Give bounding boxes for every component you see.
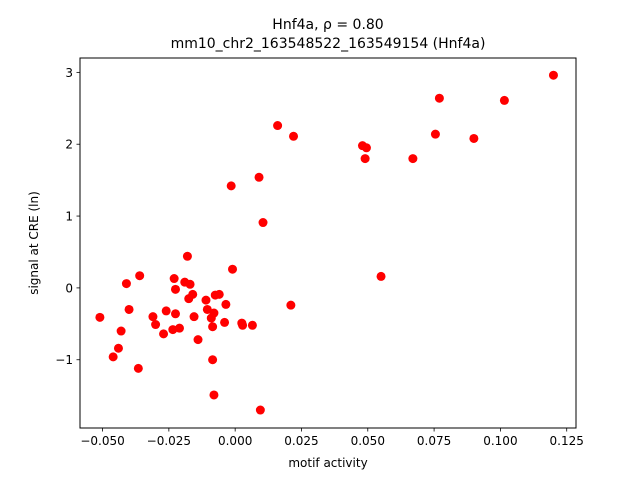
y-tick-label: 2 xyxy=(65,138,73,152)
data-point xyxy=(209,308,219,318)
chart-title-line1: Hnf4a, ρ = 0.80 xyxy=(272,17,383,33)
data-point xyxy=(255,405,265,415)
x-tick-label: 0.000 xyxy=(218,434,252,448)
data-point xyxy=(209,390,219,400)
data-point xyxy=(185,279,195,289)
data-point xyxy=(113,343,123,353)
data-point xyxy=(169,274,179,284)
data-point xyxy=(202,304,212,314)
y-tick-label: 3 xyxy=(65,66,73,80)
data-point xyxy=(201,295,211,305)
data-point xyxy=(499,95,509,105)
data-point xyxy=(408,154,418,164)
y-tick-label: 0 xyxy=(65,281,73,295)
data-point xyxy=(208,322,218,332)
data-point xyxy=(208,355,218,365)
data-point xyxy=(148,312,158,322)
plot-frame xyxy=(79,57,577,429)
data-point xyxy=(121,279,131,289)
y-tick-label: −1 xyxy=(55,353,73,367)
data-point xyxy=(221,299,231,309)
data-point xyxy=(159,329,169,339)
data-point xyxy=(430,129,440,139)
x-tick-label: 0.100 xyxy=(483,434,517,448)
y-axis-ticks: −1 0 1 2 3 xyxy=(55,66,80,367)
data-point xyxy=(188,289,198,299)
data-point xyxy=(361,143,371,153)
x-tick-label: 0.125 xyxy=(550,434,584,448)
data-point xyxy=(151,320,161,330)
data-point xyxy=(193,335,203,345)
data-point xyxy=(289,131,299,141)
data-point xyxy=(174,323,184,333)
data-point xyxy=(95,312,105,322)
data-point xyxy=(273,121,283,131)
y-tick-label: 1 xyxy=(65,210,73,224)
data-point xyxy=(254,172,264,182)
data-point xyxy=(238,320,248,330)
data-point xyxy=(124,304,134,314)
x-axis-label: motif activity xyxy=(288,456,367,470)
y-axis-label: signal at CRE (ln) xyxy=(27,191,41,295)
data-point xyxy=(161,306,171,316)
x-tick-label: 0.050 xyxy=(351,434,385,448)
data-point xyxy=(170,309,180,319)
data-points xyxy=(95,70,558,415)
data-point xyxy=(258,218,268,228)
data-point xyxy=(286,300,296,310)
x-tick-label: −0.025 xyxy=(147,434,191,448)
x-tick-label: 0.075 xyxy=(417,434,451,448)
x-tick-label: −0.050 xyxy=(80,434,124,448)
data-point xyxy=(108,352,118,362)
data-point xyxy=(135,271,145,281)
x-tick-label: 0.025 xyxy=(284,434,318,448)
data-point xyxy=(360,154,370,164)
data-point xyxy=(548,70,558,80)
data-point xyxy=(220,317,230,327)
data-point xyxy=(170,284,180,294)
data-point xyxy=(214,289,224,299)
data-point xyxy=(434,93,444,103)
x-axis-ticks: −0.050 −0.025 0.000 0.025 0.050 0.075 0.100 0.1… xyxy=(80,428,584,448)
data-point xyxy=(182,251,192,261)
data-point xyxy=(247,320,257,330)
data-point xyxy=(133,363,143,373)
chart-title-line2: mm10_chr2_163548522_163549154 (Hnf4a) xyxy=(171,36,486,52)
data-point xyxy=(226,181,236,191)
data-point xyxy=(189,312,199,322)
data-point xyxy=(376,271,386,281)
data-point xyxy=(228,264,238,274)
data-point xyxy=(116,326,126,336)
data-point xyxy=(469,133,479,143)
